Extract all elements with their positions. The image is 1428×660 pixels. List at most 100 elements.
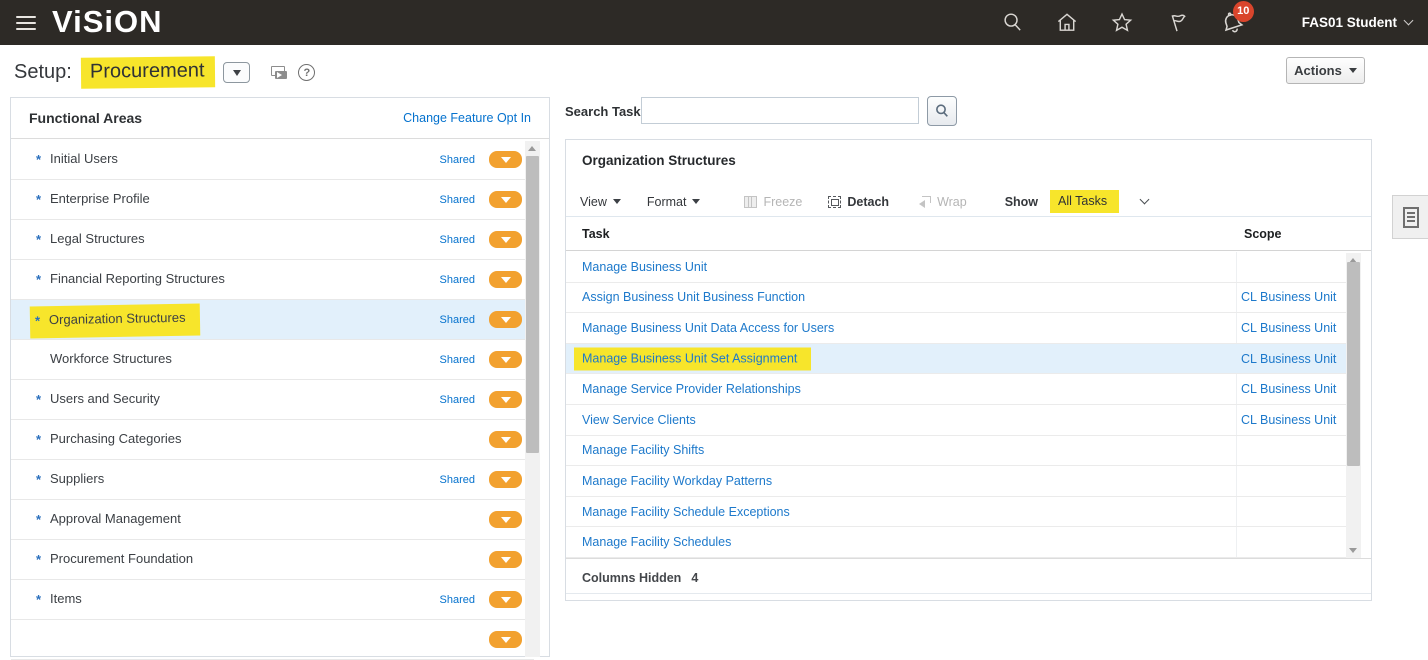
- area-tasks-dropdown-button[interactable]: [489, 551, 522, 568]
- chevron-down-icon: [500, 236, 511, 243]
- functional-areas-header: Functional Areas Change Feature Opt In: [11, 98, 549, 139]
- scope-link[interactable]: CL Business Unit: [1241, 351, 1337, 366]
- scroll-down-icon[interactable]: [1349, 548, 1357, 553]
- task-list-panel-tab[interactable]: [1392, 195, 1428, 239]
- functional-area-row[interactable]: * Enterprise Profile Shared: [11, 180, 534, 220]
- table-row[interactable]: Manage Business Unit Set Assignment CL B…: [566, 343, 1346, 375]
- shared-link[interactable]: Shared: [439, 273, 475, 286]
- functional-area-row[interactable]: * Financial Reporting Structures Shared: [11, 260, 534, 300]
- functional-area-row[interactable]: Workforce Structures Shared: [11, 340, 534, 380]
- search-button[interactable]: [927, 96, 957, 126]
- chevron-down-icon: [500, 476, 511, 483]
- scope-link[interactable]: CL Business Unit: [1241, 320, 1337, 335]
- home-icon[interactable]: [1055, 11, 1079, 34]
- functional-area-row[interactable]: * Initial Users Shared: [11, 140, 534, 180]
- shared-link[interactable]: Shared: [439, 473, 475, 486]
- functional-areas-title: Functional Areas: [29, 110, 143, 126]
- scope-link[interactable]: CL Business Unit: [1241, 382, 1337, 397]
- format-menu-button[interactable]: Format: [647, 195, 701, 209]
- shared-link[interactable]: Shared: [439, 313, 475, 326]
- scrollbar-thumb[interactable]: [526, 156, 539, 453]
- task-link[interactable]: Assign Business Unit Business Function: [582, 290, 806, 305]
- functional-area-row[interactable]: * Approval Management: [11, 500, 534, 540]
- shared-link[interactable]: Shared: [439, 193, 475, 206]
- flag-icon[interactable]: [1165, 11, 1189, 34]
- search-icon[interactable]: [1001, 11, 1024, 34]
- task-link[interactable]: Manage Service Provider Relationships: [582, 382, 801, 397]
- menu-icon[interactable]: [16, 15, 36, 30]
- functional-area-row[interactable]: * Items Shared: [11, 580, 534, 620]
- functional-area-row[interactable]: [11, 620, 534, 660]
- area-tasks-dropdown-button[interactable]: [489, 271, 522, 288]
- task-link[interactable]: Manage Business Unit Data Access for Use…: [582, 320, 835, 335]
- table-row[interactable]: Manage Facility Schedules: [566, 527, 1346, 558]
- functional-area-row[interactable]: * Organization Structures Shared: [11, 300, 534, 340]
- view-menu-button[interactable]: View: [580, 195, 621, 209]
- area-tasks-dropdown-button[interactable]: [489, 231, 522, 248]
- actions-button-label: Actions: [1294, 63, 1342, 78]
- functional-area-row[interactable]: * Suppliers Shared: [11, 460, 534, 500]
- task-link[interactable]: Manage Facility Schedule Exceptions: [582, 504, 790, 519]
- task-link[interactable]: Manage Facility Workday Patterns: [582, 473, 773, 488]
- area-tasks-dropdown-button[interactable]: [489, 311, 522, 328]
- area-tasks-dropdown-button[interactable]: [489, 591, 522, 608]
- area-tasks-dropdown-button[interactable]: [489, 471, 522, 488]
- table-row[interactable]: Manage Service Provider Relationships CL…: [566, 374, 1346, 405]
- functional-areas-scrollbar[interactable]: [525, 141, 540, 657]
- scope-link[interactable]: CL Business Unit: [1241, 412, 1337, 427]
- table-row[interactable]: View Service Clients CL Business Unit: [566, 405, 1346, 436]
- task-link[interactable]: Manage Business Unit: [582, 259, 708, 274]
- area-tasks-dropdown-button[interactable]: [489, 191, 522, 208]
- functional-area-row[interactable]: * Legal Structures Shared: [11, 220, 534, 260]
- scroll-up-icon[interactable]: [1349, 258, 1357, 263]
- required-asterisk: *: [36, 431, 42, 447]
- task-link[interactable]: View Service Clients: [582, 412, 696, 427]
- functional-area-row[interactable]: * Users and Security Shared: [11, 380, 534, 420]
- scrollbar-thumb[interactable]: [1347, 262, 1360, 466]
- detach-label: Detach: [847, 194, 890, 209]
- offering-dropdown-button[interactable]: [223, 62, 251, 83]
- functional-area-main: * Initial Users: [33, 148, 126, 172]
- shared-link[interactable]: Shared: [439, 593, 475, 606]
- help-icon[interactable]: [298, 64, 316, 81]
- table-row[interactable]: Manage Facility Workday Patterns: [566, 466, 1346, 497]
- tasks-table-scrollbar[interactable]: [1346, 253, 1361, 558]
- shared-link[interactable]: Shared: [439, 233, 475, 246]
- search-tasks-input[interactable]: [641, 97, 919, 124]
- task-link[interactable]: Manage Facility Shifts: [582, 443, 705, 458]
- shared-link[interactable]: Shared: [439, 393, 475, 406]
- area-tasks-dropdown-button[interactable]: [489, 351, 522, 368]
- chevron-down-icon: [692, 199, 701, 204]
- task-link[interactable]: Manage Business Unit Set Assignment: [574, 347, 812, 371]
- shared-link[interactable]: Shared: [439, 153, 475, 166]
- area-tasks-dropdown-button[interactable]: [489, 511, 522, 528]
- area-tasks-dropdown-button[interactable]: [489, 151, 522, 168]
- table-row[interactable]: Assign Business Unit Business Function C…: [566, 283, 1346, 314]
- area-tasks-dropdown-button[interactable]: [489, 431, 522, 448]
- table-row[interactable]: Manage Business Unit Data Access for Use…: [566, 313, 1346, 344]
- functional-area-row[interactable]: * Procurement Foundation: [11, 540, 534, 580]
- column-header-task: Task: [582, 227, 610, 241]
- table-row[interactable]: Manage Facility Shifts: [566, 436, 1346, 467]
- tasks-panel-title: Organization Structures: [582, 153, 736, 168]
- offering-name: Procurement: [80, 56, 215, 89]
- functional-area-main: * Suppliers: [33, 468, 112, 492]
- area-tasks-dropdown-button[interactable]: [489, 631, 522, 648]
- chevron-down-icon: [612, 199, 621, 204]
- table-row[interactable]: Manage Facility Schedule Exceptions: [566, 497, 1346, 528]
- functional-area-row[interactable]: * Purchasing Categories: [11, 420, 534, 460]
- detach-button[interactable]: Detach: [828, 195, 889, 209]
- share-icon[interactable]: [271, 65, 289, 80]
- show-tasks-select[interactable]: All Tasks: [1050, 190, 1150, 213]
- scroll-up-icon[interactable]: [528, 146, 536, 151]
- scope-link[interactable]: CL Business Unit: [1241, 290, 1337, 305]
- user-menu[interactable]: FAS01 Student: [1302, 15, 1414, 30]
- task-link[interactable]: Manage Facility Schedules: [582, 535, 732, 550]
- shared-link[interactable]: Shared: [439, 353, 475, 366]
- star-icon[interactable]: [1110, 11, 1134, 34]
- change-feature-opt-in-link[interactable]: Change Feature Opt In: [403, 111, 531, 125]
- bell-icon[interactable]: 10: [1220, 0, 1254, 36]
- actions-button[interactable]: Actions: [1286, 57, 1365, 84]
- area-tasks-dropdown-button[interactable]: [489, 391, 522, 408]
- table-row[interactable]: Manage Business Unit: [566, 252, 1346, 283]
